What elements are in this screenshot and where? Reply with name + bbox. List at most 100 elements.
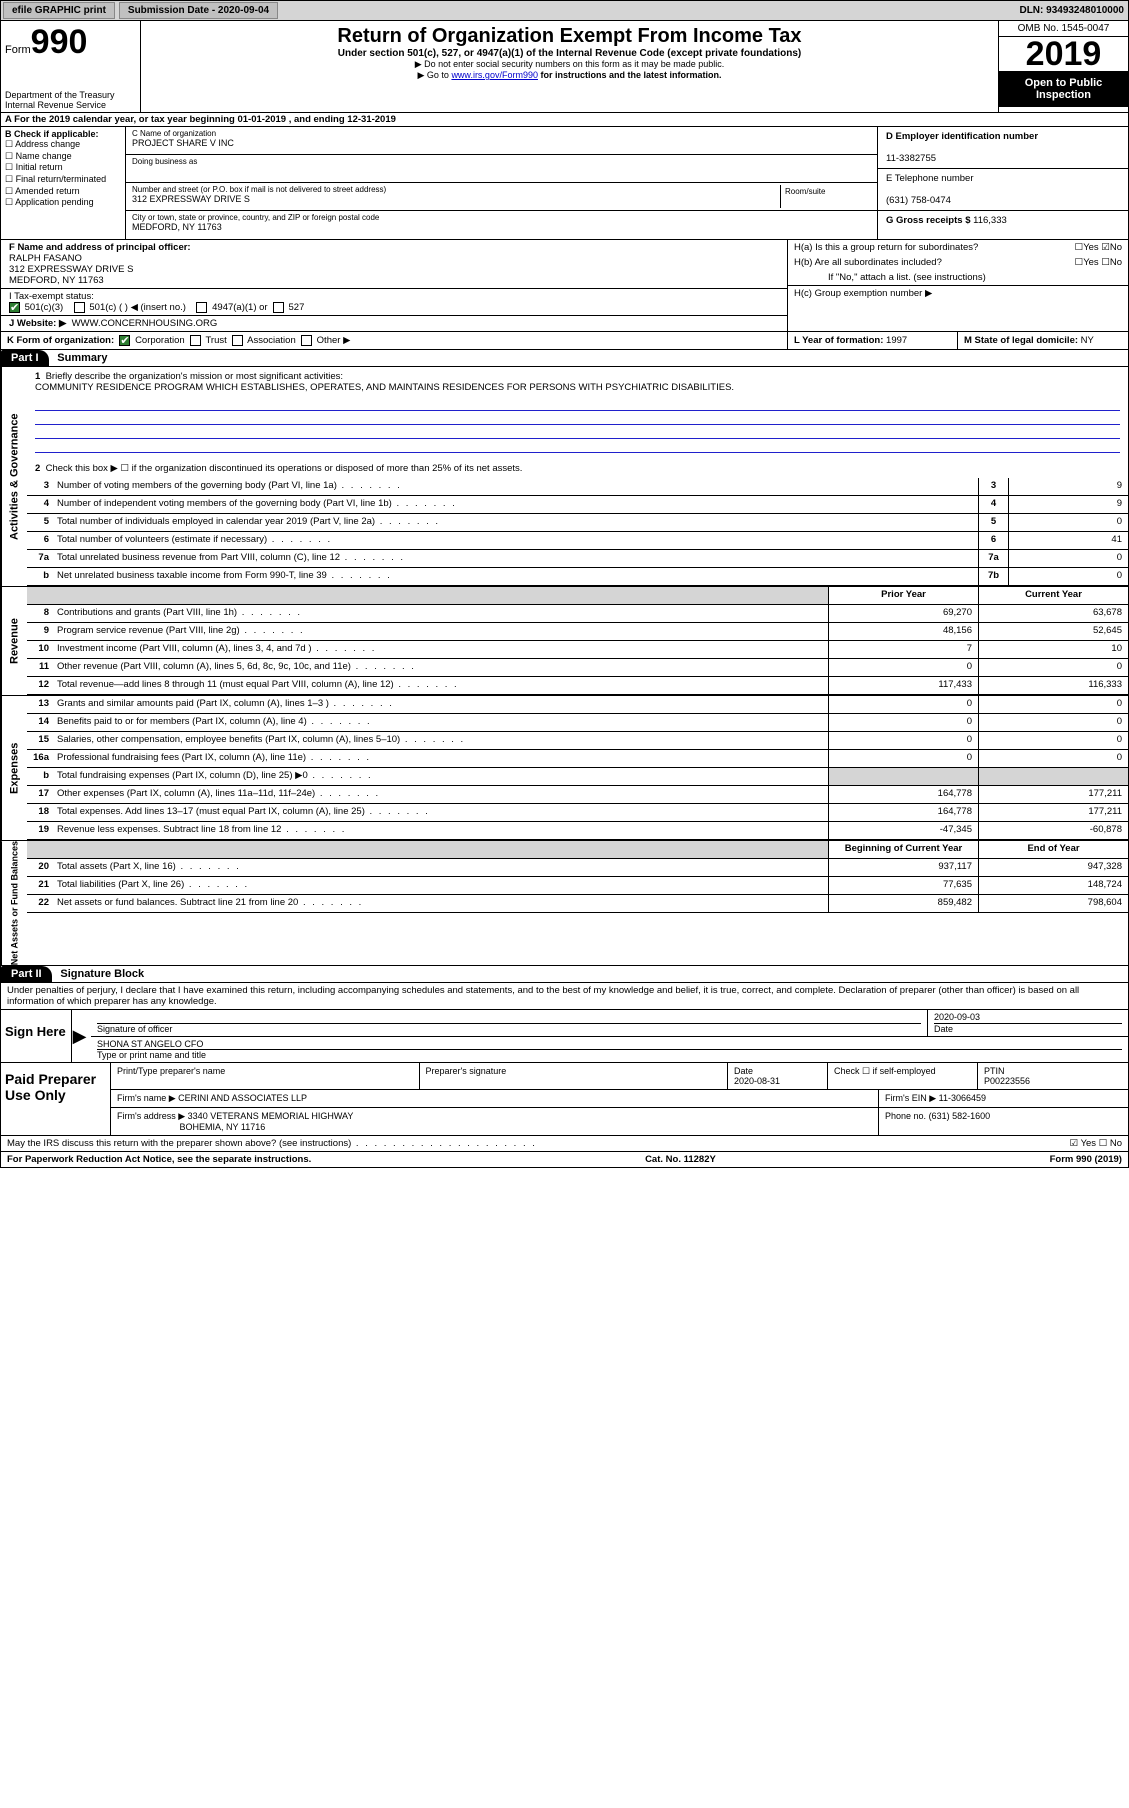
discuss-yesno[interactable]: ☑ Yes ☐ No: [1070, 1138, 1122, 1149]
activities-governance: Activities & Governance 1 Briefly descri…: [1, 367, 1128, 587]
officer-addr2: MEDFORD, NY 11763: [9, 275, 104, 286]
sig-name: SHONA ST ANGELO CFO: [97, 1039, 203, 1049]
cb-corporation[interactable]: [119, 335, 130, 346]
cb-application-pending[interactable]: ☐ Application pending: [5, 197, 121, 209]
rev-line-9: 9Program service revenue (Part VIII, lin…: [27, 623, 1128, 641]
cb-501c[interactable]: [74, 302, 85, 313]
part-i-header: Part I Summary: [1, 350, 1128, 367]
section-b: B Check if applicable: ☐ Address change …: [1, 127, 126, 239]
org-name-label: C Name of organization: [132, 129, 871, 138]
firm-phone: (631) 582-1600: [929, 1111, 991, 1121]
top-bar: efile GRAPHIC print Submission Date - 20…: [1, 1, 1128, 21]
paid-preparer-label: Paid Preparer Use Only: [1, 1063, 111, 1135]
submission-button[interactable]: Submission Date - 2020-09-04: [119, 2, 278, 19]
officer-addr1: 312 EXPRESSWAY DRIVE S: [9, 264, 133, 275]
h-b: H(b) Are all subordinates included?☐Yes …: [788, 255, 1128, 270]
sign-here-block: Sign Here ▶ Signature of officer 2020-09…: [1, 1010, 1128, 1063]
h-b-note: If "No," attach a list. (see instruction…: [788, 270, 1128, 285]
na-line-21: 21Total liabilities (Part X, line 26)77,…: [27, 877, 1128, 895]
h-c: H(c) Group exemption number ▶: [788, 285, 1128, 301]
sections-f-i-j-h: F Name and address of principal officer:…: [1, 240, 1128, 332]
vlabel-na: Net Assets or Fund Balances: [1, 841, 27, 965]
sign-arrow-icon: ▶: [71, 1010, 91, 1062]
blank-line-2: [35, 411, 1120, 425]
line-2: 2 Check this box ▶ ☐ if the organization…: [27, 459, 1128, 478]
ein-label: D Employer identification number: [886, 131, 1038, 142]
year-formation: 1997: [886, 335, 907, 346]
na-header: Beginning of Current YearEnd of Year: [27, 841, 1128, 859]
cb-trust[interactable]: [190, 335, 201, 346]
prep-row-1: Print/Type preparer's name Preparer's si…: [111, 1063, 1128, 1090]
sig-officer-label: Signature of officer: [97, 1024, 172, 1034]
hb-yesno[interactable]: ☐Yes ☐No: [1075, 257, 1122, 268]
note-goto: Go to www.irs.gov/Form990 for instructio…: [145, 70, 994, 81]
rev-line-10: 10Investment income (Part VIII, column (…: [27, 641, 1128, 659]
exp-line-18: 18Total expenses. Add lines 13–17 (must …: [27, 804, 1128, 822]
cb-527[interactable]: [273, 302, 284, 313]
ein-value: 11-3382755: [886, 153, 936, 164]
mission-text: COMMUNITY RESIDENCE PROGRAM WHICH ESTABL…: [35, 382, 734, 393]
cb-501c3[interactable]: [9, 302, 20, 313]
efile-button[interactable]: efile GRAPHIC print: [3, 2, 115, 19]
sig-date-label: Date: [934, 1024, 953, 1034]
cb-4947[interactable]: [196, 302, 207, 313]
exp-line-14: 14Benefits paid to or for members (Part …: [27, 714, 1128, 732]
exp-line-19: 19Revenue less expenses. Subtract line 1…: [27, 822, 1128, 840]
irs-link[interactable]: www.irs.gov/Form990: [451, 70, 538, 80]
irs-label: Internal Revenue Service: [5, 100, 136, 110]
cb-final-return[interactable]: ☐ Final return/terminated: [5, 174, 121, 186]
cb-name-change[interactable]: ☐ Name change: [5, 151, 121, 163]
line-a: A For the 2019 calendar year, or tax yea…: [1, 113, 1128, 127]
website-value: WWW.CONCERNHOUSING.ORG: [72, 318, 218, 329]
phone-label: E Telephone number: [886, 173, 974, 184]
firm-ein: 11-3066459: [939, 1093, 986, 1103]
open-public-badge: Open to Public Inspection: [999, 71, 1128, 107]
note-ssn: Do not enter social security numbers on …: [145, 59, 994, 70]
na-line-22: 22Net assets or fund balances. Subtract …: [27, 895, 1128, 913]
section-f: F Name and address of principal officer:…: [1, 240, 787, 289]
cb-other[interactable]: [301, 335, 312, 346]
summary-line-6: 6Total number of volunteers (estimate if…: [27, 532, 1128, 550]
ptin-value: P00223556: [984, 1076, 1030, 1086]
sign-here-label: Sign Here: [1, 1010, 71, 1062]
city-label: City or town, state or province, country…: [132, 213, 871, 222]
dln-label: DLN: 93493248010000: [1019, 5, 1128, 16]
exp-line-15: 15Salaries, other compensation, employee…: [27, 732, 1128, 750]
paid-preparer-block: Paid Preparer Use Only Print/Type prepar…: [1, 1063, 1128, 1136]
summary-line-7a: 7aTotal unrelated business revenue from …: [27, 550, 1128, 568]
revenue-section: Revenue Prior YearCurrent Year 8Contribu…: [1, 587, 1128, 696]
page-footer: For Paperwork Reduction Act Notice, see …: [1, 1152, 1128, 1167]
section-c: C Name of organization PROJECT SHARE V I…: [126, 127, 878, 239]
firm-name: CERINI AND ASSOCIATES LLP: [178, 1093, 307, 1103]
na-line-20: 20Total assets (Part X, line 16)937,1179…: [27, 859, 1128, 877]
exp-line-13: 13Grants and similar amounts paid (Part …: [27, 696, 1128, 714]
ha-yesno[interactable]: ☐Yes ☑No: [1075, 242, 1122, 253]
state-domicile: NY: [1081, 335, 1094, 346]
vlabel-ag: Activities & Governance: [1, 367, 27, 586]
prep-row-addr: Firm's address ▶ 3340 VETERANS MEMORIAL …: [111, 1108, 1128, 1135]
summary-line-b: bNet unrelated business taxable income f…: [27, 568, 1128, 586]
rev-line-11: 11Other revenue (Part VIII, column (A), …: [27, 659, 1128, 677]
prep-date: 2020-08-31: [734, 1076, 780, 1086]
dept-label: Department of the Treasury: [5, 90, 136, 100]
rev-line-12: 12Total revenue—add lines 8 through 11 (…: [27, 677, 1128, 695]
vlabel-rev: Revenue: [1, 587, 27, 695]
sig-name-label: Type or print name and title: [97, 1050, 206, 1060]
gross-receipts-label: G Gross receipts $: [886, 215, 970, 226]
h-a: H(a) Is this a group return for subordin…: [788, 240, 1128, 255]
summary-line-3: 3Number of voting members of the governi…: [27, 478, 1128, 496]
k-l-m-row: K Form of organization: Corporation Trus…: [1, 332, 1128, 350]
expenses-section: Expenses 13Grants and similar amounts pa…: [1, 696, 1128, 841]
line-1: 1 Briefly describe the organization's mi…: [27, 367, 1128, 397]
prep-row-firm: Firm's name ▶ CERINI AND ASSOCIATES LLP …: [111, 1090, 1128, 1108]
blank-line-4: [35, 439, 1120, 453]
cb-address-change[interactable]: ☐ Address change: [5, 139, 121, 151]
discuss-row: May the IRS discuss this return with the…: [1, 1136, 1128, 1152]
form-header: Form990 Department of the Treasury Inter…: [1, 21, 1128, 113]
cb-initial-return[interactable]: ☐ Initial return: [5, 162, 121, 174]
cb-self-employed[interactable]: Check ☐ if self-employed: [828, 1063, 978, 1089]
addr-label: Number and street (or P.O. box if mail i…: [132, 185, 780, 194]
sections-b-e: B Check if applicable: ☐ Address change …: [1, 127, 1128, 240]
cb-amended[interactable]: ☐ Amended return: [5, 186, 121, 198]
cb-association[interactable]: [232, 335, 243, 346]
